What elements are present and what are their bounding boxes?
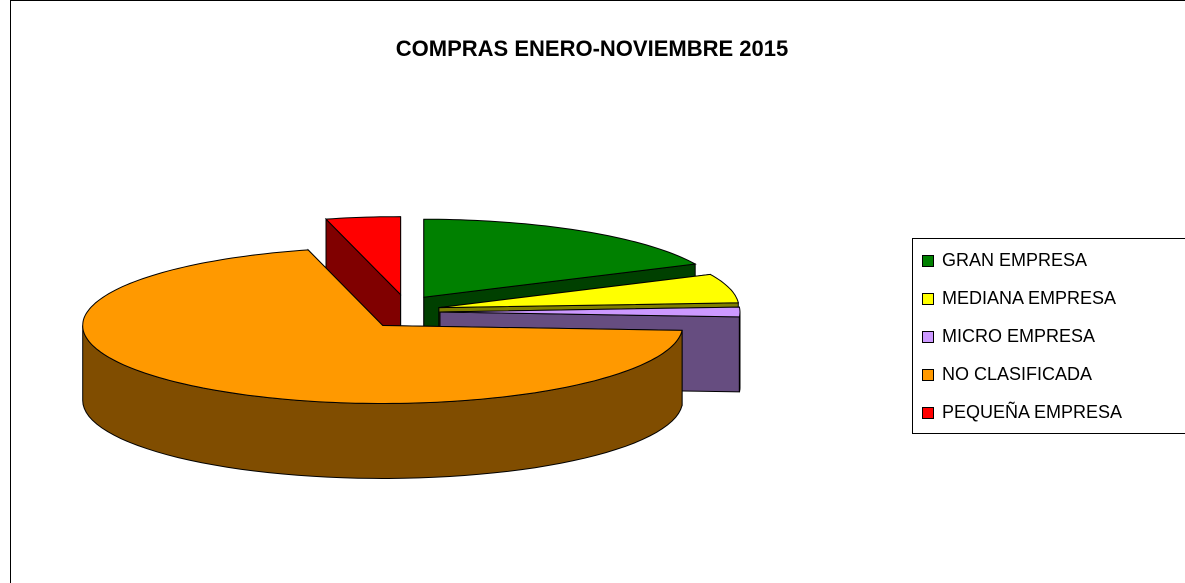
pie-slice (423, 218, 697, 298)
chart-title: COMPRAS ENERO-NOVIEMBRE 2015 (396, 36, 788, 61)
legend-swatch (922, 255, 934, 267)
pie-slice (324, 216, 402, 296)
legend-label: GRAN EMPRESA (942, 250, 1087, 270)
legend-label: MEDIANA EMPRESA (942, 288, 1116, 308)
pie-slice (82, 249, 683, 404)
legend (912, 238, 1185, 434)
pie-slice (438, 273, 739, 309)
legend-swatch (922, 407, 934, 419)
legend-swatch (922, 331, 934, 343)
legend-label: PEQUEÑA EMPRESA (942, 401, 1122, 422)
legend-label: NO CLASIFICADA (942, 364, 1092, 384)
legend-swatch (922, 369, 934, 381)
pie-wall (738, 312, 741, 393)
legend-label: MICRO EMPRESA (942, 326, 1095, 346)
pie-slice (439, 306, 741, 318)
legend-swatch (922, 293, 934, 305)
